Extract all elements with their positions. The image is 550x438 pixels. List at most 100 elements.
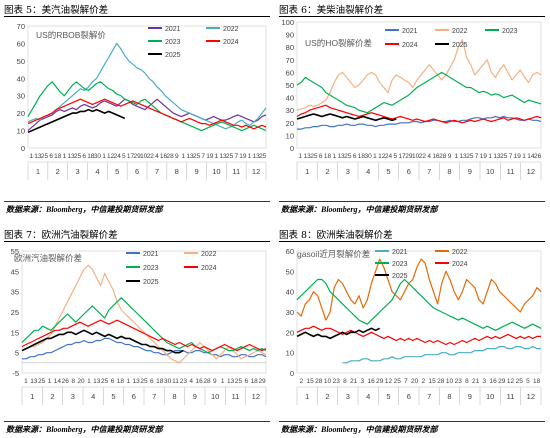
- month-label: 8: [175, 167, 179, 176]
- y-tick-label: 0: [290, 144, 294, 153]
- x-tick-label: 25: [500, 153, 508, 160]
- legend-label-2021: 2021: [402, 28, 418, 35]
- month-label: 4: [366, 167, 370, 176]
- x-tick-label: 6: [111, 378, 115, 385]
- x-tick-label: 6: [319, 153, 323, 160]
- month-label: 7: [152, 392, 156, 401]
- month-label: 2: [50, 392, 54, 401]
- x-tick-label: 17: [398, 153, 406, 160]
- y-tick-label: 45: [11, 267, 19, 276]
- x-tick-label: 18: [87, 153, 95, 160]
- y-tick-label: 30: [286, 308, 294, 317]
- series-line-2024: [27, 98, 267, 130]
- month-label: 4: [95, 167, 99, 176]
- y-tick-label: 100: [281, 18, 294, 27]
- month-label: 8: [447, 392, 451, 401]
- x-tick-label: 6: [82, 153, 86, 160]
- x-tick-label: 30: [164, 378, 172, 385]
- source-note: 数据来源：Bloomberg，中信建投期货研发部: [281, 425, 438, 434]
- figure-8: 图表 8：欧洲柴油裂解价差 0 10 20 30 40 50 60 gasoil近月裂解价差 2…: [275, 219, 550, 438]
- x-tick-label: 9: [175, 153, 179, 160]
- month-label: 11: [232, 167, 240, 176]
- x-tick-label: 13: [133, 378, 141, 385]
- plot-area: [27, 25, 267, 149]
- month-label: 11: [232, 392, 240, 401]
- x-tick-label: 3: [361, 378, 365, 385]
- x-tick-label: 14: [527, 153, 535, 160]
- x-tick-label: 7: [234, 153, 238, 160]
- month-label: 7: [427, 392, 431, 401]
- series-line-2025: [296, 113, 397, 122]
- y-tick-label: 70: [17, 22, 25, 31]
- x-tick-label: 13: [67, 153, 75, 160]
- x-tick-label: 6: [49, 153, 53, 160]
- y-tick-label: 0: [21, 144, 25, 153]
- legend-label-2025: 2025: [165, 52, 181, 59]
- x-tick-label: 21: [350, 378, 358, 385]
- title-rule: [4, 16, 270, 17]
- x-tick-label: 29: [258, 378, 266, 385]
- x-tick-label: 28: [439, 153, 447, 160]
- x-tick-label: 25: [259, 153, 267, 160]
- x-tick-label: 18: [117, 378, 125, 385]
- legend-label-2022: 2022: [452, 28, 468, 35]
- source-rule: [4, 421, 270, 422]
- x-tick-label: 7: [509, 153, 513, 160]
- x-tick-label: 8: [71, 378, 75, 385]
- month-label: 9: [468, 167, 472, 176]
- x-tick-label: 16: [367, 378, 375, 385]
- legend-label-2021: 2021: [392, 249, 408, 256]
- figure-6: 图表 6：美柴油裂解价差 0 10 20 30 40 50 60 70 80 90 100 US的HO…: [275, 0, 550, 219]
- series-line-2021: [297, 115, 542, 130]
- y-tick-label: 70: [286, 56, 294, 65]
- month-label: 6: [132, 392, 136, 401]
- series-line-2021: [342, 346, 541, 364]
- x-tick-label: 15: [306, 378, 314, 385]
- series-line-2024: [21, 319, 267, 352]
- x-tick-label: 20: [411, 378, 419, 385]
- month-label: 5: [386, 167, 390, 176]
- x-tick-label: 25: [140, 378, 148, 385]
- x-tick-label: 12: [385, 378, 393, 385]
- month-label: 1: [305, 392, 309, 401]
- x-tick-label: 1: [332, 153, 336, 160]
- x-tick-label: 8: [343, 378, 347, 385]
- x-tick-label: 13: [227, 378, 235, 385]
- x-tick-label: 25: [344, 153, 352, 160]
- legend-label-2024: 2024: [223, 39, 239, 46]
- y-tick-label: 20: [286, 328, 294, 337]
- month-label: 9: [193, 392, 197, 401]
- y-tick-label: 60: [286, 247, 294, 256]
- x-tick-label: 25: [226, 153, 234, 160]
- y-tick-label: 40: [286, 288, 294, 297]
- y-tick-label: 50: [17, 57, 25, 66]
- x-tick-label: 19: [239, 153, 247, 160]
- plot-area: [296, 250, 542, 374]
- title-rule: [4, 241, 270, 242]
- legend-label-2022: 2022: [452, 249, 468, 256]
- y-tick-label: 35: [11, 288, 19, 297]
- legend-label-2025: 2025: [143, 279, 159, 286]
- y-tick-label: 50: [286, 81, 294, 90]
- legend-label-2023: 2023: [165, 39, 181, 46]
- x-tick-label: 15: [428, 378, 436, 385]
- chart-us-gasoline-crack: 0 10 20 30 40 50 60 70 US的RBOB裂解价 2021 2022 2023 202…: [17, 22, 267, 180]
- legend-label-2023: 2023: [502, 28, 518, 35]
- source-note: 数据来源：Bloomberg，中信建投期货研发部: [6, 425, 163, 434]
- x-tick-label: 10: [324, 378, 332, 385]
- month-label: 12: [252, 167, 260, 176]
- x-tick-label: 9: [213, 378, 217, 385]
- x-tick-label: 25: [394, 378, 402, 385]
- x-tick-label: 4: [155, 153, 159, 160]
- x-tick-label: 16: [489, 378, 497, 385]
- source-rule: [4, 201, 270, 202]
- series-line-2022: [296, 39, 542, 111]
- month-label: 4: [91, 392, 95, 401]
- x-tick-label: 5: [393, 153, 397, 160]
- month-label: 12: [252, 392, 260, 401]
- x-tick-label: 18: [156, 378, 164, 385]
- x-tick-label: 25: [193, 153, 201, 160]
- legend-label-2021: 2021: [143, 251, 159, 258]
- x-tick-label: 6: [353, 153, 357, 160]
- x-tick-label: 29: [498, 378, 506, 385]
